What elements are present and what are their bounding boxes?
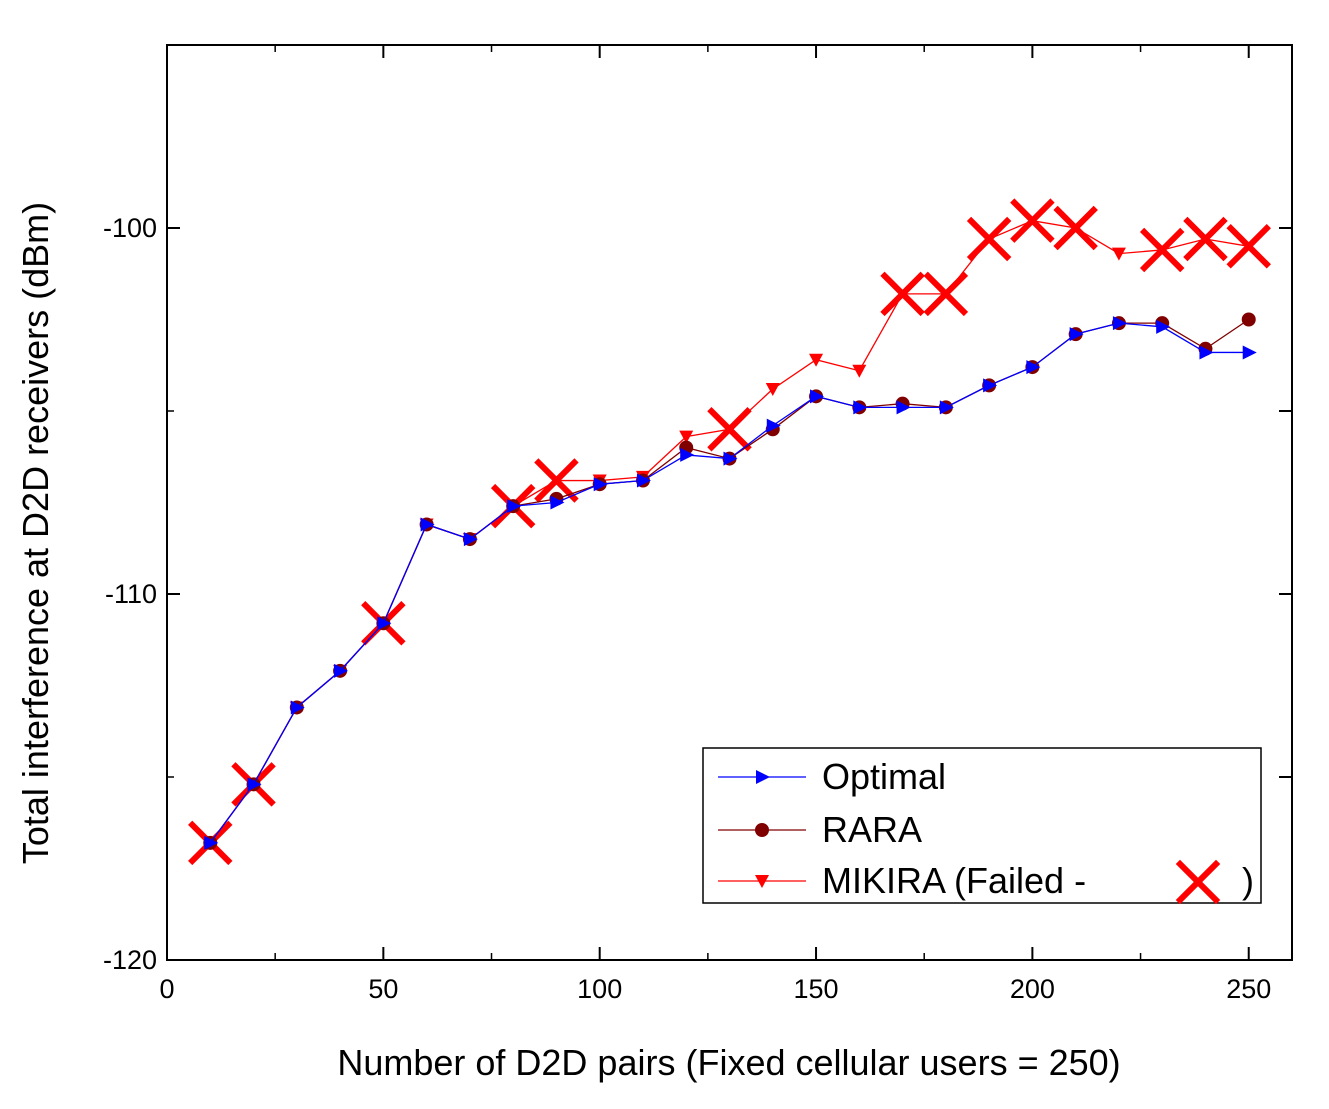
data-point xyxy=(1156,319,1171,334)
failed-x-stroke xyxy=(966,216,1012,262)
data-point xyxy=(853,400,868,415)
legend-item: MIKIRA (Failed - ) xyxy=(718,859,1254,905)
x-tick-label: 150 xyxy=(794,974,839,1004)
failed-marker xyxy=(923,271,969,317)
data-point xyxy=(679,430,694,444)
x-tick-label: 250 xyxy=(1226,974,1271,1004)
failed-marker xyxy=(966,216,1012,262)
data-point xyxy=(896,400,911,415)
legend-swatch-marker xyxy=(755,823,769,837)
failed-marker xyxy=(1183,216,1228,262)
series-layer xyxy=(188,198,1271,866)
legend-label: MIKIRA (Failed - xyxy=(822,860,1086,901)
legend-failed-marker xyxy=(1175,859,1221,905)
data-point xyxy=(1199,345,1214,360)
failed-marker xyxy=(1226,224,1271,269)
x-tick-label: 200 xyxy=(1010,974,1055,1004)
y-axis-title: Total interference at D2D receivers (dBm… xyxy=(15,202,56,864)
legend-label: Optimal xyxy=(822,756,946,797)
failed-marker xyxy=(1053,205,1098,251)
data-point xyxy=(463,532,478,547)
data-point xyxy=(810,389,825,404)
x-tick-label: 50 xyxy=(368,974,398,1004)
data-point xyxy=(765,383,780,397)
data-point xyxy=(247,777,262,792)
failed-x-stroke xyxy=(534,458,579,503)
failed-x-stroke xyxy=(1175,859,1221,905)
failed-x-stroke xyxy=(1183,216,1228,262)
data-point xyxy=(377,616,392,631)
plot-frame xyxy=(166,44,1293,961)
failed-marker xyxy=(880,271,925,317)
x-axis-title: Number of D2D pairs (Fixed cellular user… xyxy=(337,1042,1120,1083)
data-point xyxy=(852,364,867,378)
legend-swatch-marker xyxy=(756,770,770,784)
series-optimal xyxy=(204,316,1257,850)
failed-x-stroke xyxy=(923,271,969,317)
y-tick-label: -100 xyxy=(103,213,157,243)
legend-label-suffix: ) xyxy=(1242,860,1254,901)
failed-marker xyxy=(1010,198,1055,243)
data-point xyxy=(1069,327,1084,342)
data-point xyxy=(1111,247,1126,261)
data-point xyxy=(290,700,305,715)
data-point xyxy=(507,499,522,514)
data-point xyxy=(204,835,219,850)
data-point xyxy=(593,477,608,492)
data-point xyxy=(550,495,565,510)
failed-x-stroke xyxy=(1053,205,1098,251)
data-point xyxy=(680,447,695,462)
failed-x-stroke xyxy=(707,407,752,452)
data-point xyxy=(766,418,781,433)
legend-box xyxy=(702,747,1262,904)
failed-marker xyxy=(534,458,579,503)
data-point xyxy=(1241,312,1256,327)
failed-x-stroke xyxy=(1226,224,1271,269)
data-point xyxy=(334,663,349,678)
failed-x-stroke xyxy=(1010,198,1055,243)
failed-x-stroke xyxy=(880,271,925,317)
failed-marker xyxy=(1139,227,1185,273)
data-point xyxy=(809,353,824,367)
data-point xyxy=(1026,360,1041,375)
tick-labels: 0 50 100 150 200 250 -120 -110 -100 xyxy=(103,213,1271,1004)
legend: Optimal RARA MIKIRA (Failed - ) xyxy=(702,747,1262,905)
legend-swatch-marker xyxy=(755,875,769,888)
legend-label: RARA xyxy=(822,809,922,850)
x-tick-label: 0 xyxy=(159,974,174,1004)
failed-x-stroke xyxy=(1139,227,1185,273)
legend-item: RARA xyxy=(718,809,922,850)
data-point xyxy=(636,473,651,488)
data-point xyxy=(420,517,435,532)
x-tick-label: 100 xyxy=(577,974,622,1004)
y-tick-label: -110 xyxy=(105,579,157,609)
failed-marker xyxy=(707,407,752,452)
y-tick-label: -120 xyxy=(103,945,157,975)
legend-item: Optimal xyxy=(718,756,946,797)
data-point xyxy=(1112,316,1127,331)
data-point xyxy=(983,378,998,393)
axis-ticks xyxy=(166,44,1292,961)
data-point xyxy=(939,400,954,415)
data-point xyxy=(723,451,738,466)
data-point xyxy=(1242,345,1257,360)
